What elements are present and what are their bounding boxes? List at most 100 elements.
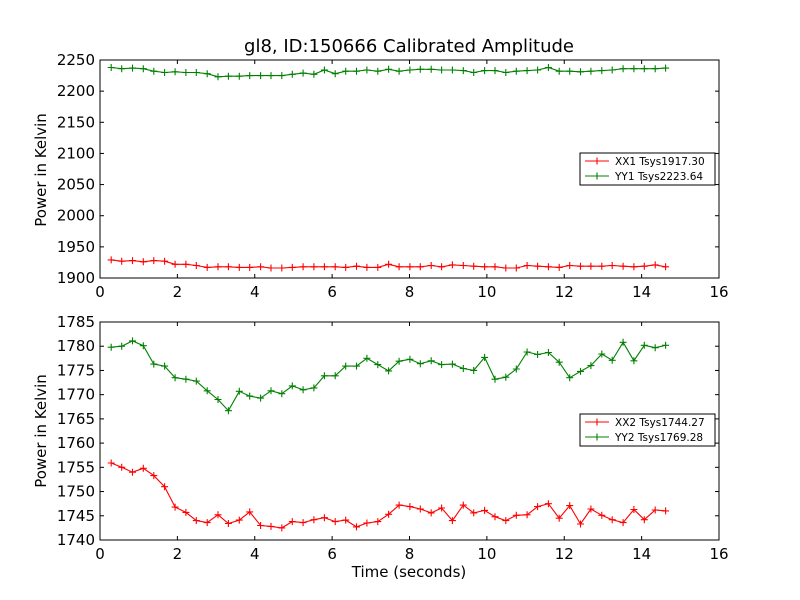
data-point (310, 70, 318, 78)
y-axis-label: Power in Kelvin (32, 374, 50, 488)
data-point (385, 260, 393, 268)
data-point (192, 517, 200, 525)
data-point (320, 66, 328, 74)
y-tick-label: 1765 (57, 410, 95, 428)
data-point (150, 472, 158, 480)
data-point (662, 341, 670, 349)
x-tick-label: 4 (250, 545, 260, 563)
data-point (363, 354, 371, 362)
data-point (107, 256, 115, 264)
data-point (192, 377, 200, 385)
data-point (171, 68, 179, 76)
data-point (438, 504, 446, 512)
data-point (555, 67, 563, 75)
data-point (342, 67, 350, 75)
data-point (481, 67, 489, 75)
data-point (246, 72, 254, 80)
data-point (257, 72, 265, 80)
data-point (107, 459, 115, 467)
data-point (555, 514, 563, 522)
data-point (438, 361, 446, 369)
data-point (320, 372, 328, 380)
data-point (651, 506, 659, 514)
data-point (139, 65, 147, 73)
data-point (619, 338, 627, 346)
data-point (502, 373, 510, 381)
data-point (534, 351, 542, 358)
data-point (662, 64, 670, 72)
data-point (555, 358, 563, 366)
data-point (491, 263, 499, 271)
data-point (107, 343, 115, 351)
data-point (406, 263, 414, 271)
data-point (139, 464, 147, 472)
data-point (459, 262, 467, 269)
data-point (278, 390, 286, 398)
data-point (224, 263, 232, 271)
data-point (470, 69, 478, 76)
data-point (214, 73, 222, 81)
data-point (448, 517, 456, 525)
data-point (544, 263, 552, 271)
data-point (224, 72, 232, 80)
x-tick-label: 10 (477, 545, 496, 563)
y-tick-label: 2150 (57, 113, 95, 131)
data-point (544, 349, 552, 356)
series-xx1 (107, 256, 670, 272)
x-tick-label: 16 (709, 545, 728, 563)
data-point (523, 67, 531, 75)
data-point (107, 64, 115, 71)
data-point (203, 70, 211, 78)
data-point (214, 396, 222, 403)
data-point (416, 360, 424, 368)
data-point (235, 516, 243, 524)
data-point (502, 264, 510, 272)
data-point (139, 342, 147, 350)
data-point (459, 501, 467, 509)
data-point (640, 262, 648, 270)
legend-marker (593, 172, 601, 180)
data-point (523, 262, 531, 269)
legend-marker (593, 418, 601, 426)
data-point (534, 262, 542, 270)
data-point (257, 263, 265, 271)
data-point (448, 360, 456, 368)
data-point (278, 524, 286, 532)
data-point (608, 66, 616, 74)
data-point (331, 70, 339, 78)
data-point (342, 516, 350, 524)
data-point (427, 65, 435, 73)
data-point (214, 511, 222, 519)
data-point (118, 257, 126, 265)
data-point (118, 463, 126, 471)
data-point (608, 262, 616, 269)
data-point (481, 506, 489, 514)
data-point (555, 263, 563, 271)
data-point (619, 65, 627, 73)
data-point (150, 67, 158, 75)
data-point (235, 72, 243, 80)
data-point (587, 262, 595, 270)
data-point (481, 263, 489, 271)
data-point (299, 69, 307, 77)
data-point (171, 260, 179, 268)
data-point (534, 66, 542, 74)
data-point (267, 387, 275, 395)
data-point (182, 260, 190, 268)
legend-entry: XX1 Tsys1917.30 (585, 156, 705, 168)
data-point (630, 357, 638, 365)
data-point (129, 64, 136, 72)
data-point (598, 511, 606, 519)
chart-title: gl8, ID:150666 Calibrated Amplitude (244, 36, 574, 57)
data-point (491, 67, 499, 75)
x-tick-label: 2 (173, 283, 183, 301)
data-point (224, 520, 232, 527)
y-tick-label: 1760 (57, 434, 95, 452)
data-point (374, 361, 382, 369)
data-point (427, 357, 435, 365)
data-point (491, 375, 499, 383)
data-point (374, 263, 382, 271)
data-point (406, 66, 414, 74)
data-point (566, 502, 574, 510)
y-tick-label: 2050 (57, 176, 95, 194)
